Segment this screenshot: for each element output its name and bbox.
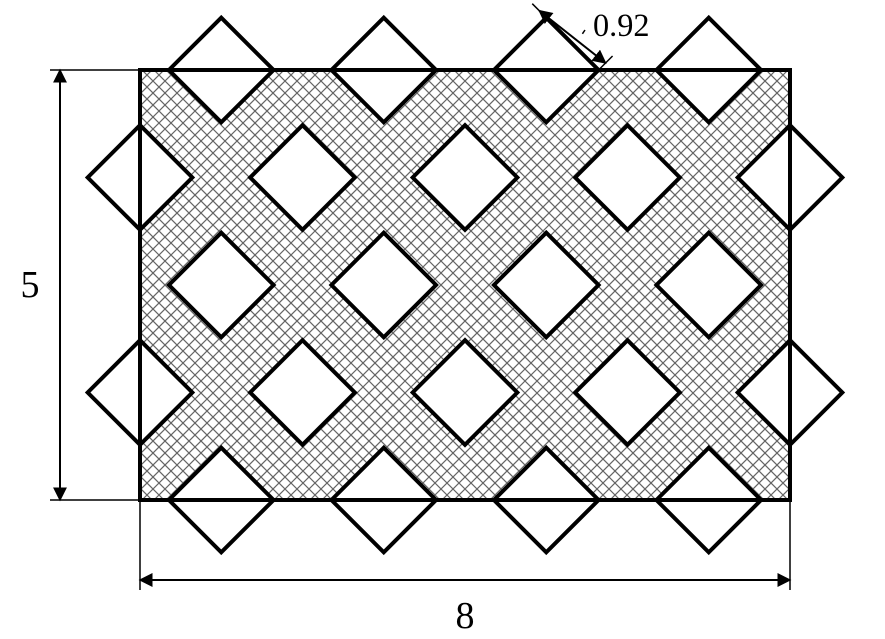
diamond-hole: [331, 233, 436, 338]
diamond-hole: [250, 340, 355, 445]
diamond-hole: [575, 125, 680, 230]
diamond-hole: [575, 340, 680, 445]
diamond-hole: [169, 233, 274, 338]
height-dimension-label: 5: [21, 264, 40, 306]
width-dimension-label: 8: [456, 595, 475, 637]
diamond-hole: [250, 125, 355, 230]
engineering-drawing: 850.92: [0, 0, 885, 639]
side-dimension-label: 0.92: [593, 7, 650, 43]
diamond-hole: [494, 233, 599, 338]
diamond-hole: [656, 233, 761, 338]
